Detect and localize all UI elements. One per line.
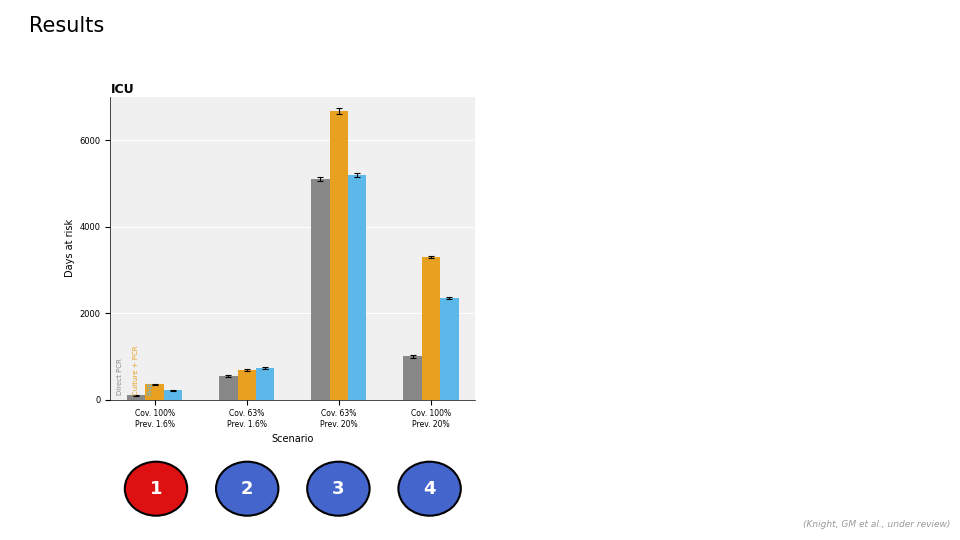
Bar [421, 257, 441, 400]
Bar [127, 395, 145, 400]
Text: 1: 1 [150, 480, 162, 498]
Bar [237, 370, 256, 400]
Text: 4: 4 [423, 480, 436, 498]
Text: Direct PCR: Direct PCR [116, 359, 123, 395]
Y-axis label: Days at risk: Days at risk [65, 219, 76, 278]
Text: ICU: ICU [110, 83, 134, 96]
X-axis label: Scenario: Scenario [272, 434, 314, 444]
Bar [329, 111, 348, 400]
Bar [219, 376, 237, 400]
Bar [403, 356, 421, 400]
Bar [145, 384, 164, 400]
Text: Results: Results [29, 16, 104, 36]
Bar [164, 390, 182, 400]
Text: (Knight, GM et al., under review): (Knight, GM et al., under review) [803, 520, 950, 529]
Bar [348, 175, 367, 400]
Text: 2: 2 [241, 480, 253, 498]
Bar [441, 298, 459, 400]
Text: PHE: PHE [147, 382, 153, 395]
Bar [256, 368, 275, 400]
Text: Culture + PCR: Culture + PCR [133, 346, 139, 395]
Bar [311, 179, 329, 400]
Text: 3: 3 [332, 480, 345, 498]
